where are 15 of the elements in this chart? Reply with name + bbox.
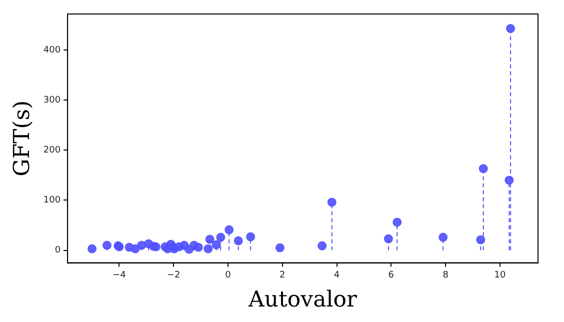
x-tick-label: 4	[334, 270, 340, 281]
y-tick-label: 300	[43, 95, 61, 106]
y-tick-label: 0	[54, 246, 61, 256]
x-tick-label: 8	[442, 270, 449, 281]
y-tick-label: 100	[43, 196, 61, 206]
y-axis-title: GFT(s)	[10, 100, 35, 176]
x-tick-label: 0	[225, 270, 232, 281]
x-tick-label: 10	[494, 270, 506, 281]
y-tick-label: 200	[43, 146, 61, 156]
x-tick-label: 2	[280, 270, 286, 281]
x-tick-label: −4	[112, 270, 126, 281]
y-tick-label: 400	[43, 45, 61, 56]
x-axis-title: Autovalor	[248, 288, 358, 313]
x-tick-label: 6	[388, 270, 394, 281]
x-tick-label: −2	[166, 270, 180, 281]
